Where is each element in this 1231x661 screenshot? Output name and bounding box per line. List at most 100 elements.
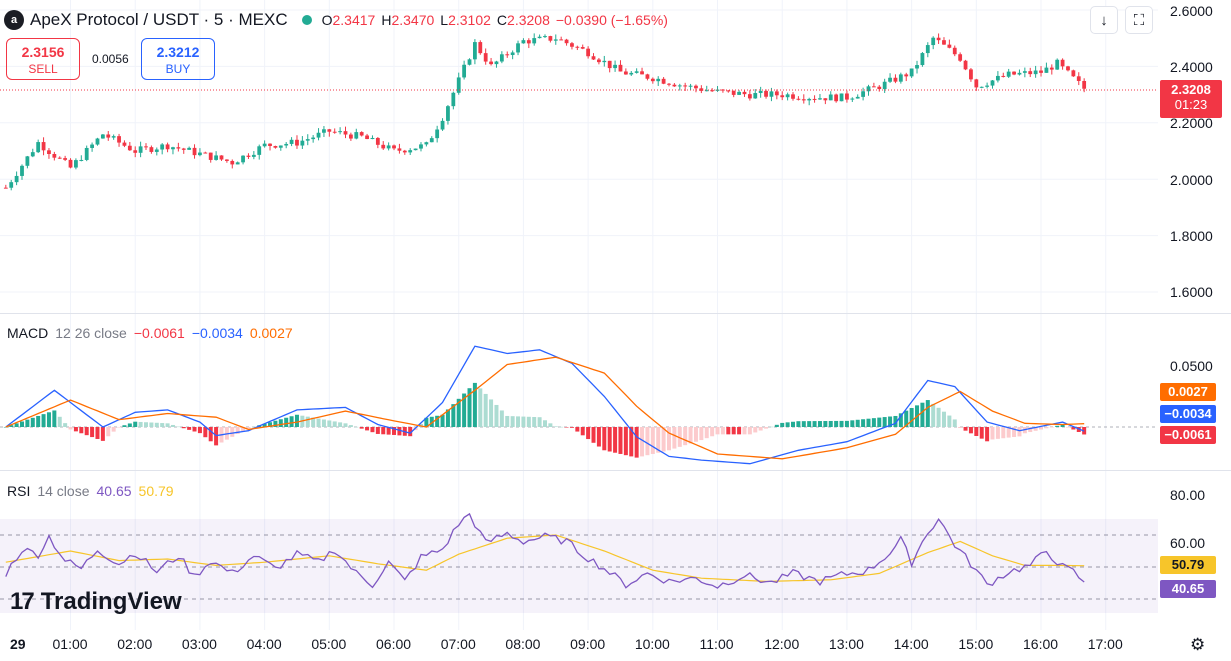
candle-body [176, 147, 181, 149]
macd-histogram-bar [30, 417, 35, 427]
apex-logo-icon: a [4, 10, 24, 30]
candle-body [14, 175, 19, 183]
candle-body [295, 139, 299, 146]
symbol-title[interactable]: ApeX Protocol / USDT · 5 · MEXC [30, 10, 288, 29]
macd-histogram-bar [273, 420, 278, 427]
macd-histogram-bar [456, 398, 461, 427]
macd-histogram-bar [316, 418, 321, 427]
macd-histogram-bar [817, 421, 822, 427]
candle-body [122, 142, 127, 146]
macd-histogram-bar [769, 426, 774, 428]
candle-body [392, 145, 396, 149]
candle-body [747, 94, 752, 99]
candle-body [483, 53, 488, 62]
macd-histogram-bar [510, 416, 515, 427]
macd-legend[interactable]: MACD 12 26 close −0.0061 −0.0034 0.0027 [7, 325, 293, 341]
candle-body [597, 59, 601, 63]
candle-body [855, 96, 860, 99]
price-axis-label: 2.4000 [1170, 59, 1213, 75]
market-open-status-icon [301, 15, 312, 25]
candle-body [677, 85, 682, 87]
macd-histogram-bar [941, 411, 946, 427]
macd-histogram-bar [974, 427, 979, 436]
sell-label: SELL [28, 62, 58, 76]
macd-histogram-bar [801, 421, 806, 427]
macd-histogram-bar [14, 423, 19, 427]
macd-histogram-bar [84, 427, 89, 436]
candle-body [25, 156, 30, 166]
candle-body [203, 152, 208, 154]
candle-body [208, 152, 213, 160]
symbol-header[interactable]: a ApeX Protocol / USDT · 5 · MEXC O2.341… [4, 8, 668, 32]
rsi-ma-value: 50.79 [138, 483, 174, 499]
candle-body [144, 146, 148, 148]
candle-body [338, 131, 343, 133]
macd-histogram-bar [165, 423, 170, 427]
time-axis-label: 17:00 [1087, 636, 1123, 652]
ohlc-high-value: 2.3470 [391, 12, 435, 28]
time-axis-label: 04:00 [246, 636, 282, 652]
macd-histogram-bar [737, 427, 742, 435]
macd-histogram-bar [494, 404, 499, 427]
candle-body [877, 86, 882, 90]
macd-histogram-bar [208, 427, 213, 442]
candle-body [397, 148, 402, 151]
time-axis-label: 05:00 [311, 636, 347, 652]
candle-body [893, 77, 898, 82]
price-axis-label: 2.2000 [1170, 115, 1213, 131]
macd-histogram-bar [667, 427, 671, 451]
macd-histogram-bar [1012, 427, 1017, 438]
sell-price: 2.3156 [21, 44, 65, 60]
settings-gear-icon[interactable]: ⚙ [1190, 635, 1206, 654]
down-arrow-icon[interactable]: ↓ [1090, 6, 1118, 34]
macd-histogram-bar [521, 416, 526, 427]
candle-body [359, 132, 364, 136]
macd-histogram-bar [268, 422, 273, 427]
candle-body [796, 98, 801, 100]
candle-body [20, 165, 24, 176]
candle-body [419, 144, 423, 149]
macd-histogram-bar [149, 422, 154, 427]
macd-histogram-bar [807, 421, 812, 427]
macd-histogram-bar [100, 427, 105, 441]
time-axis-label: 14:00 [893, 636, 929, 652]
candle-body [273, 146, 278, 148]
candle-body [1044, 67, 1049, 73]
candle-body [769, 91, 774, 97]
macd-histogram-bar [731, 427, 736, 435]
macd-histogram-bar [747, 427, 752, 435]
buy-button[interactable]: 2.3212 BUY [141, 38, 215, 80]
macd-histogram-bar [704, 427, 709, 439]
fullscreen-icon[interactable]: ⛶ [1125, 6, 1153, 34]
macd-histogram-bar [871, 418, 876, 427]
rsi-legend[interactable]: RSI 14 close 40.65 50.79 [7, 483, 174, 499]
candle-body [623, 71, 628, 75]
candle-body [473, 42, 477, 60]
sell-button[interactable]: 2.3156 SELL [6, 38, 80, 80]
macd-histogram-bar [348, 425, 353, 427]
candle-body [375, 137, 380, 145]
candle-body [117, 136, 121, 143]
candle-body [370, 137, 375, 140]
candle-body [224, 159, 229, 161]
macd-name: MACD [7, 325, 49, 341]
macd-histogram-bar [661, 427, 666, 452]
macd-histogram-bar [435, 415, 440, 427]
macd-histogram-bar [995, 427, 1000, 439]
tradingview-watermark[interactable]: 17 TradingView [10, 588, 182, 616]
candle-body [499, 54, 504, 62]
macd-histogram-bar [542, 420, 547, 427]
macd-signal-value: 0.0027 [249, 325, 293, 341]
macd-histogram-bar [920, 402, 925, 427]
candle-body [661, 78, 666, 84]
macd-histogram-bar [138, 421, 143, 427]
candle-body [543, 36, 547, 38]
rsi-band-fill [0, 519, 1158, 613]
macd-histogram-bar [720, 427, 725, 435]
ohlc-values: O2.3417 H2.3470 L2.3102 C2.3208 −0.0390 … [322, 12, 668, 28]
macd-histogram-bar [111, 427, 116, 432]
macd-histogram-bar [548, 423, 553, 427]
macd-histogram-bar [861, 419, 866, 427]
macd-histogram-bar [888, 416, 893, 427]
